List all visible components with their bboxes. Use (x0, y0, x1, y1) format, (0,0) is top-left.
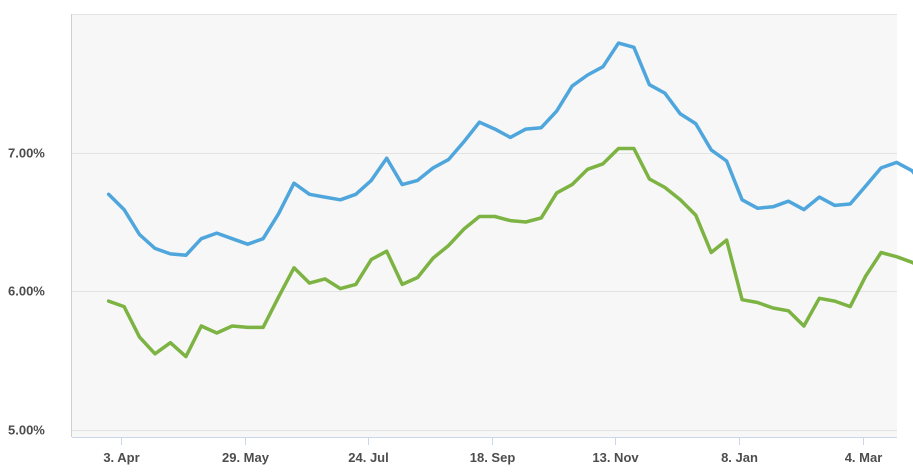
x-tick-label: 13. Nov (592, 450, 639, 465)
gridlines (72, 14, 897, 431)
y-tick-label: 5.00% (8, 423, 45, 438)
y-tick-label: 7.00% (8, 146, 45, 161)
x-tick-label: 8. Jan (721, 450, 758, 465)
series-lines (106, 41, 913, 359)
x-tick-label: 29. May (222, 450, 270, 465)
x-tick-label: 4. Mar (845, 450, 883, 465)
series-line-1 (106, 41, 913, 258)
x-tick-label: 24. Jul (348, 450, 388, 465)
y-tick-label: 6.00% (8, 284, 45, 299)
axes (71, 14, 897, 445)
series-line-2 (106, 146, 913, 359)
x-tick-label: 3. Apr (103, 450, 139, 465)
plot-background (72, 14, 897, 437)
x-tick-label: 18. Sep (470, 450, 516, 465)
tick-labels: 5.00% 6.00% 7.00% 3. Apr 29. May 24. Jul 18. S… (8, 146, 882, 466)
